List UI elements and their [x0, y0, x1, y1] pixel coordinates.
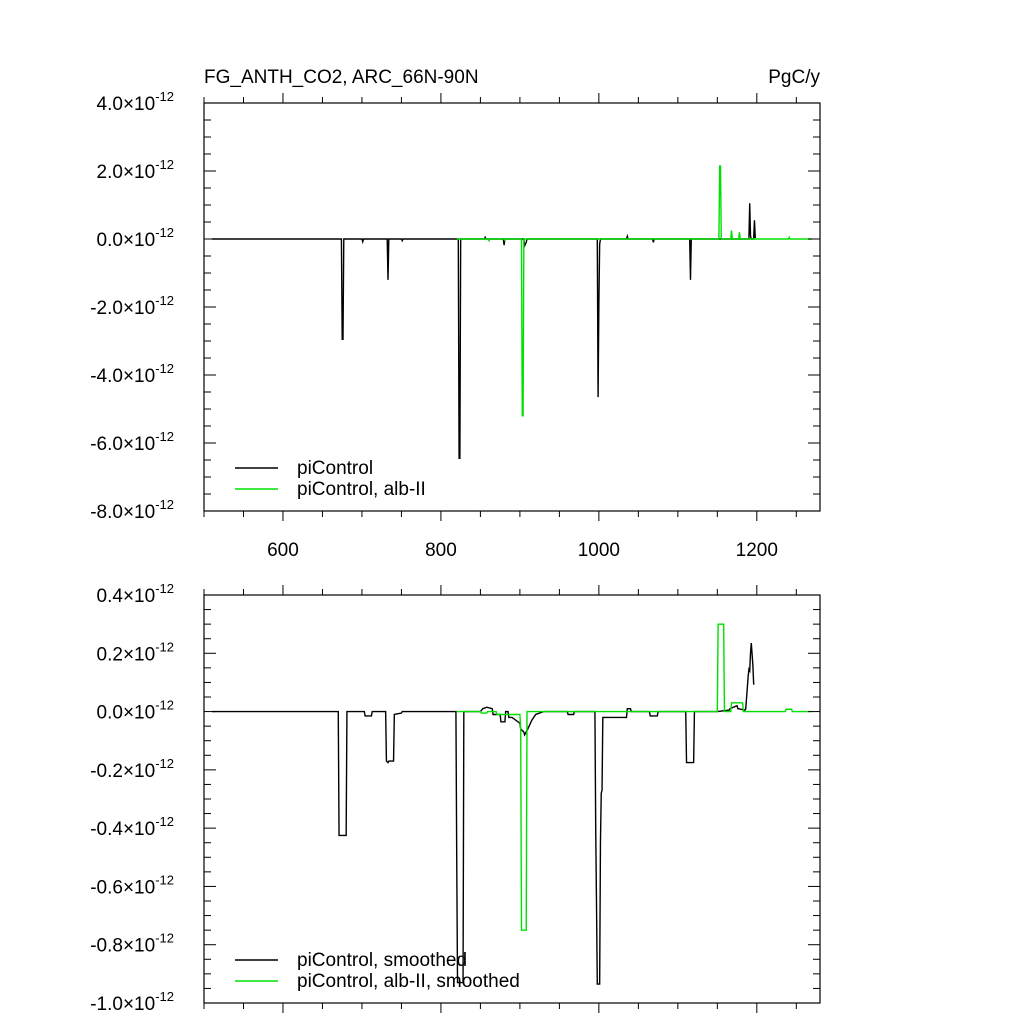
- series-line-picontrol: [211, 643, 755, 985]
- legend-label: piControl, alb-II, smoothed: [297, 971, 520, 992]
- bottom-panel: 0.4×10-12 0.2×10-12 0.0×10-12 -0.2×10-12 -0.…: [90, 581, 821, 1015]
- y-tick-label: -0.4×10-12: [90, 814, 174, 840]
- y-tick-label: 0.0×10-12: [97, 225, 174, 251]
- y-tick-label: -0.8×10-12: [90, 931, 174, 957]
- units-label: PgC/y: [768, 67, 820, 88]
- plot-frame: [203, 594, 821, 1004]
- series-line-picontrol-alb-ii: [456, 165, 813, 417]
- x-tick-label: 600: [267, 540, 299, 561]
- y-tick-label: 2.0×10-12: [97, 157, 174, 183]
- y-axis-ticks: [204, 594, 820, 1004]
- legend-label: piControl: [297, 458, 373, 479]
- series-line-picontrol: [211, 203, 757, 459]
- chart-title: FG_ANTH_CO2, ARC_66N-90N: [204, 67, 479, 88]
- x-axis-ticks: [203, 93, 797, 521]
- x-axis-ticks: [203, 585, 797, 1013]
- y-tick-label: -1.0×10-12: [90, 989, 174, 1015]
- y-tick-label: -8.0×10-12: [90, 497, 174, 523]
- x-tick-label: 1000: [578, 540, 620, 561]
- x-tick-label: 800: [425, 540, 457, 561]
- y-tick-label: 0.2×10-12: [97, 639, 174, 665]
- legend-label: piControl, alb-II: [297, 479, 426, 500]
- series-line-picontrol-alb-ii: [456, 623, 813, 931]
- y-tick-label: -0.6×10-12: [90, 872, 174, 898]
- top-panel: 600 800 1000 1200 4.0×10-12 2.0×10-12 0.0×10-1…: [90, 89, 821, 561]
- y-tick-label: 4.0×10-12: [97, 89, 174, 115]
- y-tick-label: 0.0×10-12: [97, 698, 174, 724]
- x-tick-label: 1200: [736, 540, 778, 561]
- y-tick-label: -4.0×10-12: [90, 361, 174, 387]
- y-tick-label: -2.0×10-12: [90, 293, 174, 319]
- y-tick-label: -6.0×10-12: [90, 429, 174, 455]
- y-tick-label: -0.2×10-12: [90, 756, 174, 782]
- y-axis-ticks: [204, 102, 820, 512]
- legend-label: piControl, smoothed: [297, 950, 467, 971]
- plot-frame: [203, 102, 821, 512]
- y-tick-label: 0.4×10-12: [97, 581, 174, 607]
